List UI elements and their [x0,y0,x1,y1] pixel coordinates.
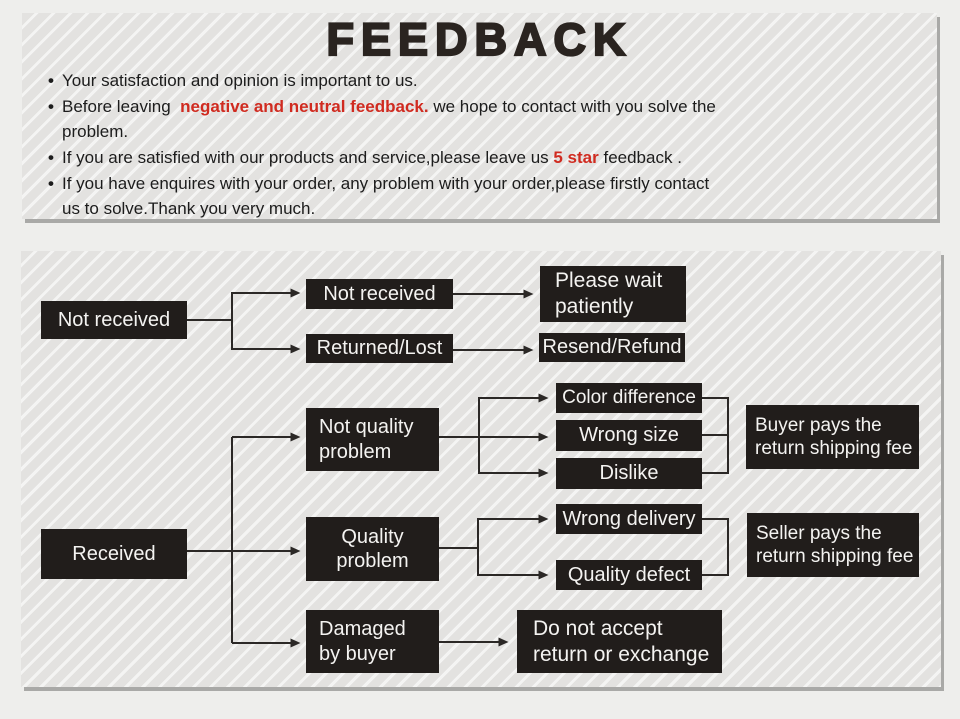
flowchart-panel: Not received Not received Returned/Lost Ple… [21,251,941,687]
bullet-marker: • [48,97,54,116]
flow-node-root-received: Received [41,529,187,579]
feedback-notes-panel: FEEDBACK • Your satisfaction and opinion … [22,13,937,219]
flow-node-damaged-by-buyer: Damaged by buyer [306,610,439,673]
flow-node-quality-problem: Quality problem [306,517,439,581]
bullet-text: If you have enquires with your order, an… [62,174,710,218]
flow-node-wrong-delivery: Wrong delivery [556,504,702,534]
feedback-bullet: • Your satisfaction and opinion is import… [48,68,921,93]
flow-node-wrong-size: Wrong size [556,420,702,451]
flow-node-dislike: Dislike [556,458,702,489]
bullet-text: Your satisfaction and opinion is importa… [62,71,418,90]
flow-node-returned-lost: Returned/Lost [306,334,453,363]
feedback-bullet: • If you are satisfied with our products … [48,145,921,170]
bullet-text: Before leaving negative and neutral feed… [62,97,716,141]
bullet-marker: • [48,174,54,193]
flow-node-root-not-received: Not received [41,301,187,339]
flow-node-resend-refund: Resend/Refund [539,333,685,362]
flowchart-connectors [187,288,729,648]
flow-node-buyer-pays-fee: Buyer pays the return shipping fee [746,405,919,469]
feedback-bullet: • Before leaving negative and neutral fee… [48,94,921,144]
flow-node-please-wait-patiently: Please wait patiently [540,266,686,322]
feedback-bullet: • If you have enquires with your order, a… [48,171,921,221]
page-title: FEEDBACK [325,13,633,65]
flow-node-color-difference: Color difference [556,383,702,413]
flow-node-not-received: Not received [306,279,453,309]
flow-node-do-not-accept: Do not accept return or exchange [517,610,722,673]
flow-node-not-quality-problem: Not quality problem [306,408,439,471]
flow-node-quality-defect: Quality defect [556,560,702,590]
feedback-bullet-list: • Your satisfaction and opinion is import… [22,68,937,221]
bullet-text: If you are satisfied with our products a… [62,148,682,167]
bullet-marker: • [48,71,54,90]
flow-node-seller-pays-fee: Seller pays the return shipping fee [747,513,919,577]
bullet-marker: • [48,148,54,167]
